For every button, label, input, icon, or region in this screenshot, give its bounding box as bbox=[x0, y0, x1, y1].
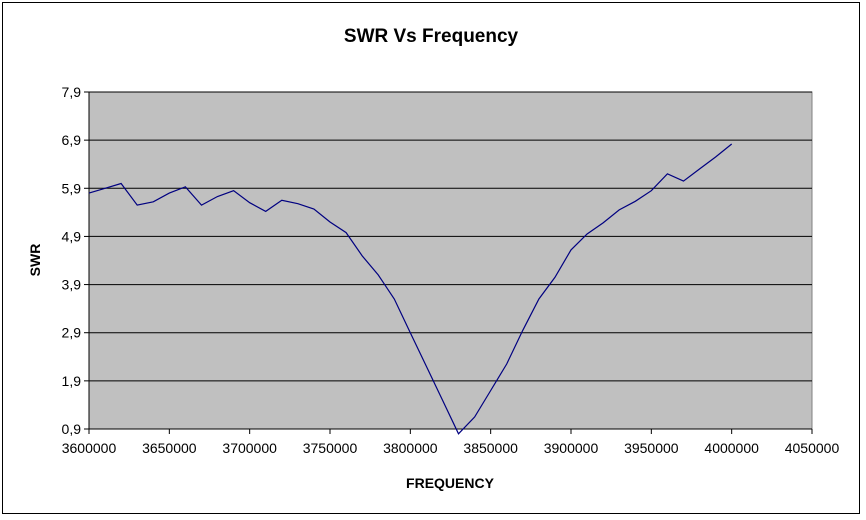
x-axis-ticks: 3600000 3650000 3700000 3750000 3800000 38500… bbox=[62, 429, 840, 456]
y-tick-label: 5,9 bbox=[62, 180, 82, 196]
y-tick-label: 4,9 bbox=[62, 228, 82, 244]
x-tick-label: 3600000 bbox=[62, 440, 117, 456]
grid-lines bbox=[88, 91, 812, 430]
y-tick-label: 3,9 bbox=[62, 277, 82, 293]
x-tick-label: 4000000 bbox=[704, 440, 759, 456]
x-tick-label: 3650000 bbox=[142, 440, 197, 456]
x-tick-label: 3700000 bbox=[222, 440, 277, 456]
plot-area bbox=[88, 91, 813, 430]
y-tick-label: 2,9 bbox=[62, 325, 82, 341]
x-tick-label: 3950000 bbox=[624, 440, 679, 456]
swr-series-line bbox=[88, 143, 733, 435]
x-axis-title: FREQUENCY bbox=[406, 475, 495, 491]
x-tick-label: 4050000 bbox=[785, 440, 840, 456]
x-tick-label: 3800000 bbox=[383, 440, 438, 456]
y-tick-label: 1,9 bbox=[62, 373, 82, 389]
y-tick-label: 7,9 bbox=[62, 84, 82, 100]
y-tick-label: 6,9 bbox=[62, 132, 82, 148]
y-tick-label: 0,9 bbox=[62, 421, 82, 437]
y-axis-ticks: 7,9 6,9 5,9 4,9 3,9 2,9 1,9 0,9 bbox=[62, 84, 89, 437]
x-tick-label: 3900000 bbox=[544, 440, 599, 456]
x-tick-label: 3850000 bbox=[463, 440, 518, 456]
chart-title: SWR Vs Frequency bbox=[344, 26, 519, 47]
x-tick-label: 3750000 bbox=[303, 440, 358, 456]
y-axis-title: SWR bbox=[27, 244, 43, 277]
